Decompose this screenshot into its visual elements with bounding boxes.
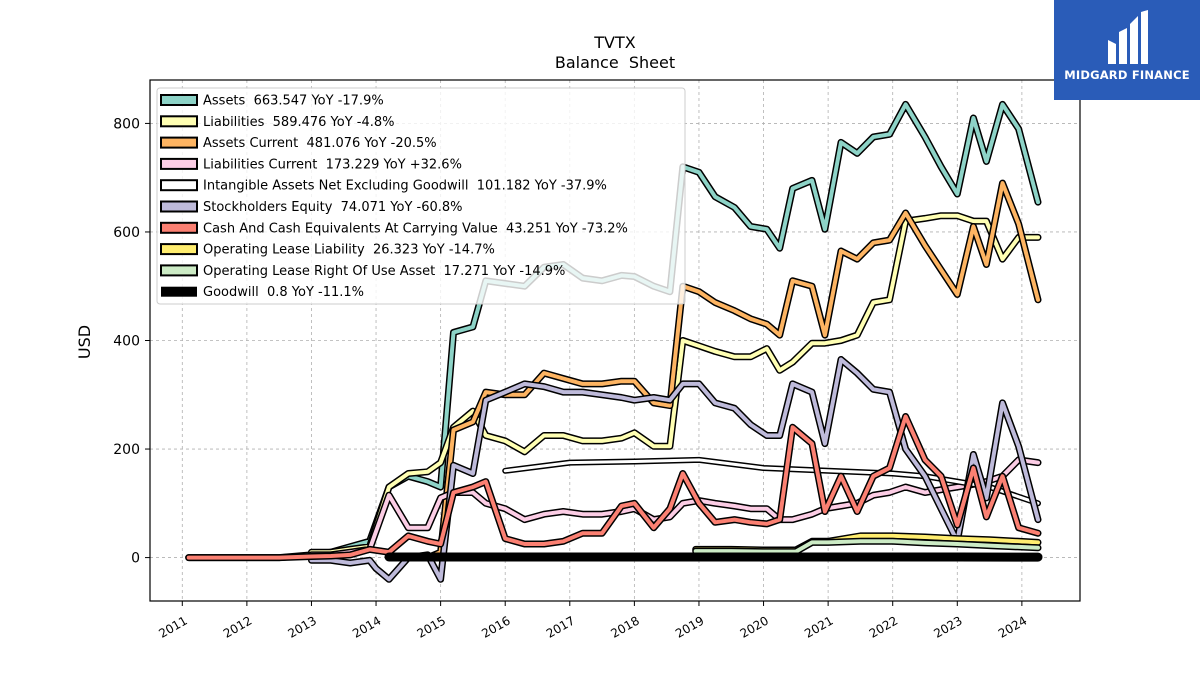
- y-tick-label: 0: [131, 551, 140, 567]
- y-axis-label: USD: [75, 325, 94, 359]
- series-line: [186, 414, 1040, 560]
- legend-swatch: [160, 221, 198, 234]
- legend-swatch: [160, 264, 198, 277]
- legend-item: Operating Lease Right Of Use Asset 17.27…: [160, 264, 565, 279]
- series-line: [309, 357, 1040, 582]
- legend-swatch: [160, 179, 198, 192]
- series-lines: [185, 100, 1043, 583]
- legend-label: Cash And Cash Equivalents At Carrying Va…: [203, 221, 628, 236]
- legend-swatch: [160, 243, 198, 256]
- y-tick-label: 800: [113, 116, 140, 132]
- x-tick-label: 2024: [996, 613, 1029, 640]
- series-operating-lease-right-of-use-asset: [692, 537, 1042, 556]
- x-tick-label: 2021: [802, 613, 835, 640]
- legend-swatch: [160, 115, 198, 128]
- series-liabilities-current: [308, 456, 1042, 559]
- x-tick-label: 2020: [738, 613, 771, 640]
- legend-swatch: [160, 157, 198, 170]
- x-tick-label: 2011: [156, 613, 189, 640]
- legend-item: Intangible Assets Net Excluding Goodwill…: [160, 179, 607, 194]
- legend-label: Liabilities 589.476 YoY -4.8%: [203, 115, 395, 130]
- x-tick-label: 2013: [286, 613, 319, 640]
- legend-item: Assets Current 481.076 YoY -20.5%: [160, 136, 437, 151]
- series-liabilities: [308, 212, 1042, 556]
- x-tick-label: 2018: [608, 613, 641, 640]
- x-tick-label: 2019: [673, 613, 706, 640]
- legend-swatch: [160, 200, 198, 213]
- legend-item: Liabilities Current 173.229 YoY +32.6%: [160, 157, 462, 172]
- series-line: [309, 213, 1040, 555]
- legend-swatch: [161, 286, 197, 297]
- x-tick-label: 2023: [931, 613, 964, 640]
- y-tick-label: 600: [113, 225, 140, 241]
- legend-label: Intangible Assets Net Excluding Goodwill…: [203, 179, 607, 194]
- legend-item: Stockholders Equity 74.071 YoY -60.8%: [160, 200, 463, 215]
- y-tick-label: 400: [113, 334, 140, 350]
- legend-item: Operating Lease Liability 26.323 YoY -14…: [160, 243, 495, 258]
- legend: Assets 663.547 YoY -17.9% Liabilities 589…: [156, 87, 686, 305]
- series-stockholders-equity: [308, 356, 1042, 583]
- legend-box: [156, 87, 686, 305]
- x-tick-label: 2016: [479, 613, 512, 640]
- legend-swatch: [160, 94, 198, 106]
- legend-label: Assets Current 481.076 YoY -20.5%: [203, 136, 437, 151]
- legend-item: Liabilities 589.476 YoY -4.8%: [160, 115, 395, 130]
- series-cash-and-cash-equivalents-at-carrying-value: [185, 413, 1042, 562]
- brand-name: MIDGARD FINANCE: [1064, 68, 1190, 82]
- chart-title: TVTX: [593, 33, 635, 52]
- chart-subtitle: Balance Sheet: [555, 53, 675, 72]
- legend-label: Operating Lease Right Of Use Asset 17.27…: [203, 264, 565, 279]
- x-tick-label: 2015: [415, 613, 448, 640]
- legend-label: Operating Lease Liability 26.323 YoY -14…: [203, 243, 495, 258]
- brand-logo: MIDGARD FINANCE: [1054, 0, 1200, 100]
- legend-label: Liabilities Current 173.229 YoY +32.6%: [203, 157, 462, 172]
- x-tick-label: 2022: [867, 613, 900, 640]
- series-line: [693, 539, 1040, 554]
- plot-frame: [149, 79, 1081, 602]
- legend-label: Goodwill 0.8 YoY -11.1%: [203, 285, 364, 300]
- legend-label: Stockholders Equity 74.071 YoY -60.8%: [203, 200, 463, 215]
- legend-label: Assets 663.547 YoY -17.9%: [203, 94, 384, 109]
- legend-item: Assets 663.547 YoY -17.9%: [160, 94, 384, 109]
- x-tick-label: 2014: [350, 613, 383, 640]
- legend-swatch: [160, 136, 198, 149]
- series-line: [309, 457, 1040, 557]
- x-tick-label: 2012: [221, 613, 254, 640]
- x-tick-label: 2017: [544, 613, 577, 640]
- legend-item: Cash And Cash Equivalents At Carrying Va…: [160, 221, 628, 236]
- series-intangible-assets-net-excluding-goodwill: [502, 456, 1041, 507]
- brand-mark-icon: [1108, 10, 1148, 64]
- legend-item: Goodwill 0.8 YoY -11.1%: [161, 285, 364, 300]
- y-tick-label: 200: [113, 442, 140, 458]
